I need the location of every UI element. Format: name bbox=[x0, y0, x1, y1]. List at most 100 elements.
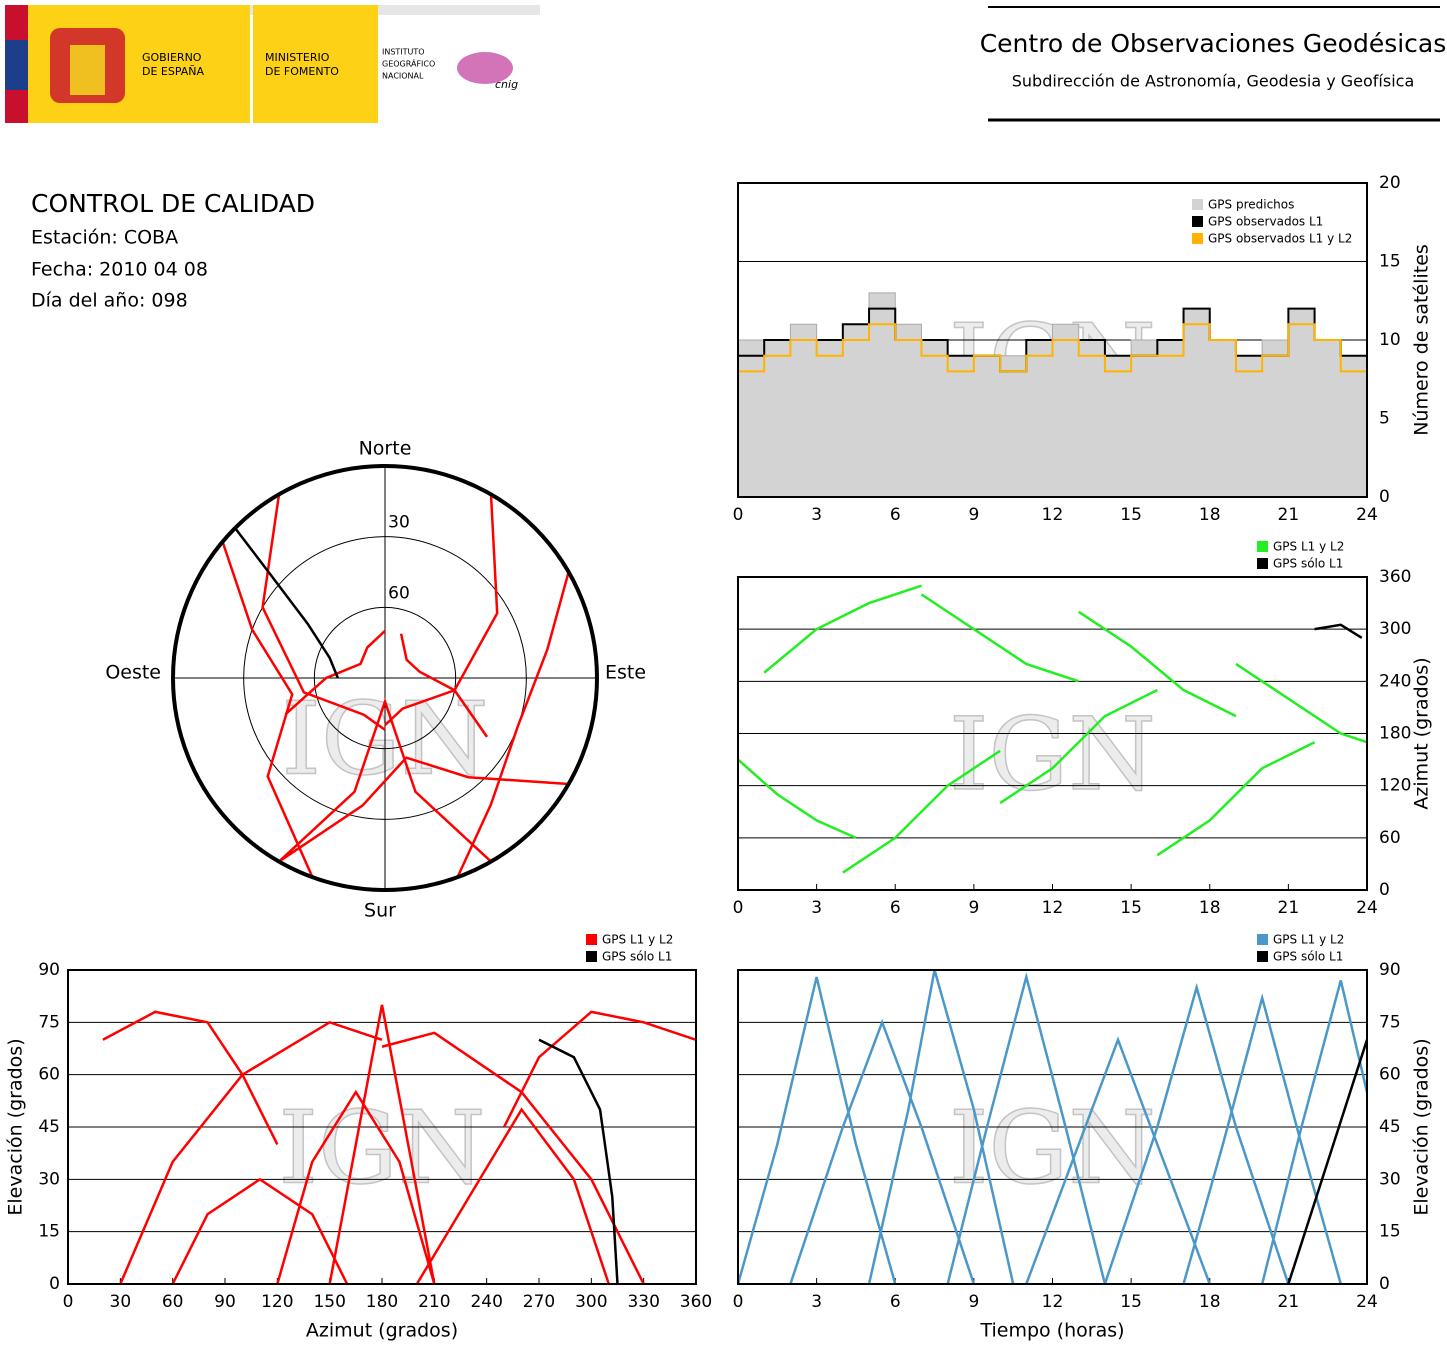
legend-swatch bbox=[586, 934, 597, 945]
ministry-name: MINISTERIO bbox=[265, 51, 330, 64]
track bbox=[737, 584, 1368, 874]
legend-label: GPS L1 y L2 bbox=[602, 933, 673, 947]
ring-label: 60 bbox=[388, 583, 410, 603]
x-tick-label: 24 bbox=[1356, 898, 1378, 918]
x-tick-label: 9 bbox=[968, 505, 979, 525]
y-axis-label: Elevación (grados) bbox=[1411, 1038, 1433, 1215]
y-tick-label: 0 bbox=[1379, 1274, 1390, 1294]
x-tick-label: 18 bbox=[1199, 1292, 1221, 1312]
legend-label: GPS sólo L1 bbox=[1273, 557, 1343, 571]
x-tick-label: 21 bbox=[1278, 505, 1300, 525]
y-tick-label: 90 bbox=[38, 960, 60, 980]
center-title: Centro de Observaciones Geodésicas bbox=[980, 29, 1447, 58]
y-tick-label: 180 bbox=[1379, 724, 1411, 744]
x-tick-label: 240 bbox=[470, 1292, 502, 1312]
watermark: IGN bbox=[279, 1090, 486, 1207]
x-tick-label: 21 bbox=[1278, 1292, 1300, 1312]
legend-swatch bbox=[1192, 233, 1203, 244]
x-axis-label: Tiempo (horas) bbox=[979, 1320, 1124, 1342]
legend-label: GPS L1 y L2 bbox=[1273, 540, 1344, 554]
cnig-text: cnig bbox=[495, 78, 518, 91]
plot-frame bbox=[737, 969, 1368, 1285]
x-tick-label: 6 bbox=[890, 505, 901, 525]
x-tick-label: 330 bbox=[627, 1292, 659, 1312]
y-tick-label: 0 bbox=[49, 1274, 60, 1294]
legend-swatch bbox=[1192, 216, 1203, 227]
direction-label: Norte bbox=[359, 438, 412, 460]
info-doy: Día del año: 098 bbox=[31, 290, 188, 312]
legend-swatch bbox=[1192, 199, 1203, 210]
x-tick-label: 15 bbox=[1120, 505, 1142, 525]
institute-name: INSTITUTO bbox=[382, 48, 425, 57]
legend-swatch bbox=[1257, 934, 1268, 945]
x-tick-label: 360 bbox=[680, 1292, 712, 1312]
y-tick-label: 0 bbox=[1379, 487, 1390, 507]
x-tick-label: 12 bbox=[1042, 898, 1064, 918]
y-tick-label: 0 bbox=[1379, 880, 1390, 900]
x-tick-label: 12 bbox=[1042, 505, 1064, 525]
y-tick-label: 75 bbox=[1379, 1012, 1401, 1032]
flag-strip-blue bbox=[5, 40, 28, 90]
x-tick-label: 15 bbox=[1120, 1292, 1142, 1312]
y-tick-label: 45 bbox=[38, 1117, 60, 1137]
horizon-ring bbox=[171, 464, 599, 892]
y-tick-label: 15 bbox=[1379, 1222, 1401, 1242]
y-axis-label: Número de satélites bbox=[1411, 244, 1433, 436]
y-tick-label: 240 bbox=[1379, 671, 1411, 691]
legend-label: GPS predichos bbox=[1208, 198, 1294, 212]
y-tick-label: 60 bbox=[38, 1065, 60, 1085]
y-tick-label: 30 bbox=[1379, 1169, 1401, 1189]
y-tick-label: 120 bbox=[1379, 776, 1411, 796]
direction-label: Sur bbox=[364, 900, 396, 922]
plot-frame bbox=[737, 576, 1368, 891]
track bbox=[1314, 623, 1363, 639]
legend-swatch bbox=[1257, 951, 1268, 962]
gov-name: DE ESPAÑA bbox=[142, 65, 205, 78]
x-tick-label: 0 bbox=[63, 1292, 74, 1312]
y-tick-label: 75 bbox=[38, 1012, 60, 1032]
ring-label: 30 bbox=[388, 513, 410, 533]
x-tick-label: 9 bbox=[968, 1292, 979, 1312]
watermark: IGN bbox=[949, 1090, 1156, 1207]
track bbox=[1287, 1039, 1369, 1285]
x-tick-label: 180 bbox=[366, 1292, 398, 1312]
ministry-block bbox=[253, 5, 378, 123]
direction-label: Oeste bbox=[105, 662, 161, 684]
x-tick-label: 6 bbox=[890, 1292, 901, 1312]
direction-label: Este bbox=[605, 662, 646, 684]
legend-swatch bbox=[1257, 541, 1268, 552]
y-tick-label: 15 bbox=[1379, 252, 1401, 272]
legend-swatch bbox=[586, 951, 597, 962]
y-tick-label: 60 bbox=[1379, 828, 1401, 848]
x-tick-label: 3 bbox=[811, 898, 822, 918]
x-tick-label: 60 bbox=[162, 1292, 184, 1312]
track bbox=[538, 1038, 619, 1285]
x-tick-label: 90 bbox=[214, 1292, 236, 1312]
x-tick-label: 6 bbox=[890, 898, 901, 918]
cnig-logo bbox=[457, 52, 513, 84]
x-tick-label: 0 bbox=[733, 898, 744, 918]
y-tick-label: 300 bbox=[1379, 619, 1411, 639]
info-title: CONTROL DE CALIDAD bbox=[31, 189, 315, 218]
info-date: Fecha: 2010 04 08 bbox=[31, 259, 208, 281]
y-tick-label: 360 bbox=[1379, 567, 1411, 587]
legend-label: GPS sólo L1 bbox=[602, 950, 672, 964]
x-tick-label: 270 bbox=[523, 1292, 555, 1312]
institute-name: GEOGRÁFICO bbox=[382, 58, 435, 69]
x-tick-label: 0 bbox=[733, 1292, 744, 1312]
x-tick-label: 0 bbox=[733, 505, 744, 525]
x-tick-label: 18 bbox=[1199, 505, 1221, 525]
plot-frame bbox=[67, 969, 697, 1285]
x-tick-label: 300 bbox=[575, 1292, 607, 1312]
x-axis-label: Azimut (grados) bbox=[306, 1320, 458, 1342]
info-station: Estación: COBA bbox=[31, 227, 178, 249]
legend-swatch bbox=[1257, 558, 1268, 569]
y-axis-label: Azimut (grados) bbox=[1411, 657, 1433, 809]
watermark: IGN bbox=[949, 696, 1156, 813]
x-tick-label: 12 bbox=[1042, 1292, 1064, 1312]
plot-frame bbox=[737, 182, 1368, 498]
gov-name: GOBIERNO bbox=[142, 51, 202, 64]
x-tick-label: 21 bbox=[1278, 898, 1300, 918]
elevation-ring bbox=[313, 606, 457, 750]
